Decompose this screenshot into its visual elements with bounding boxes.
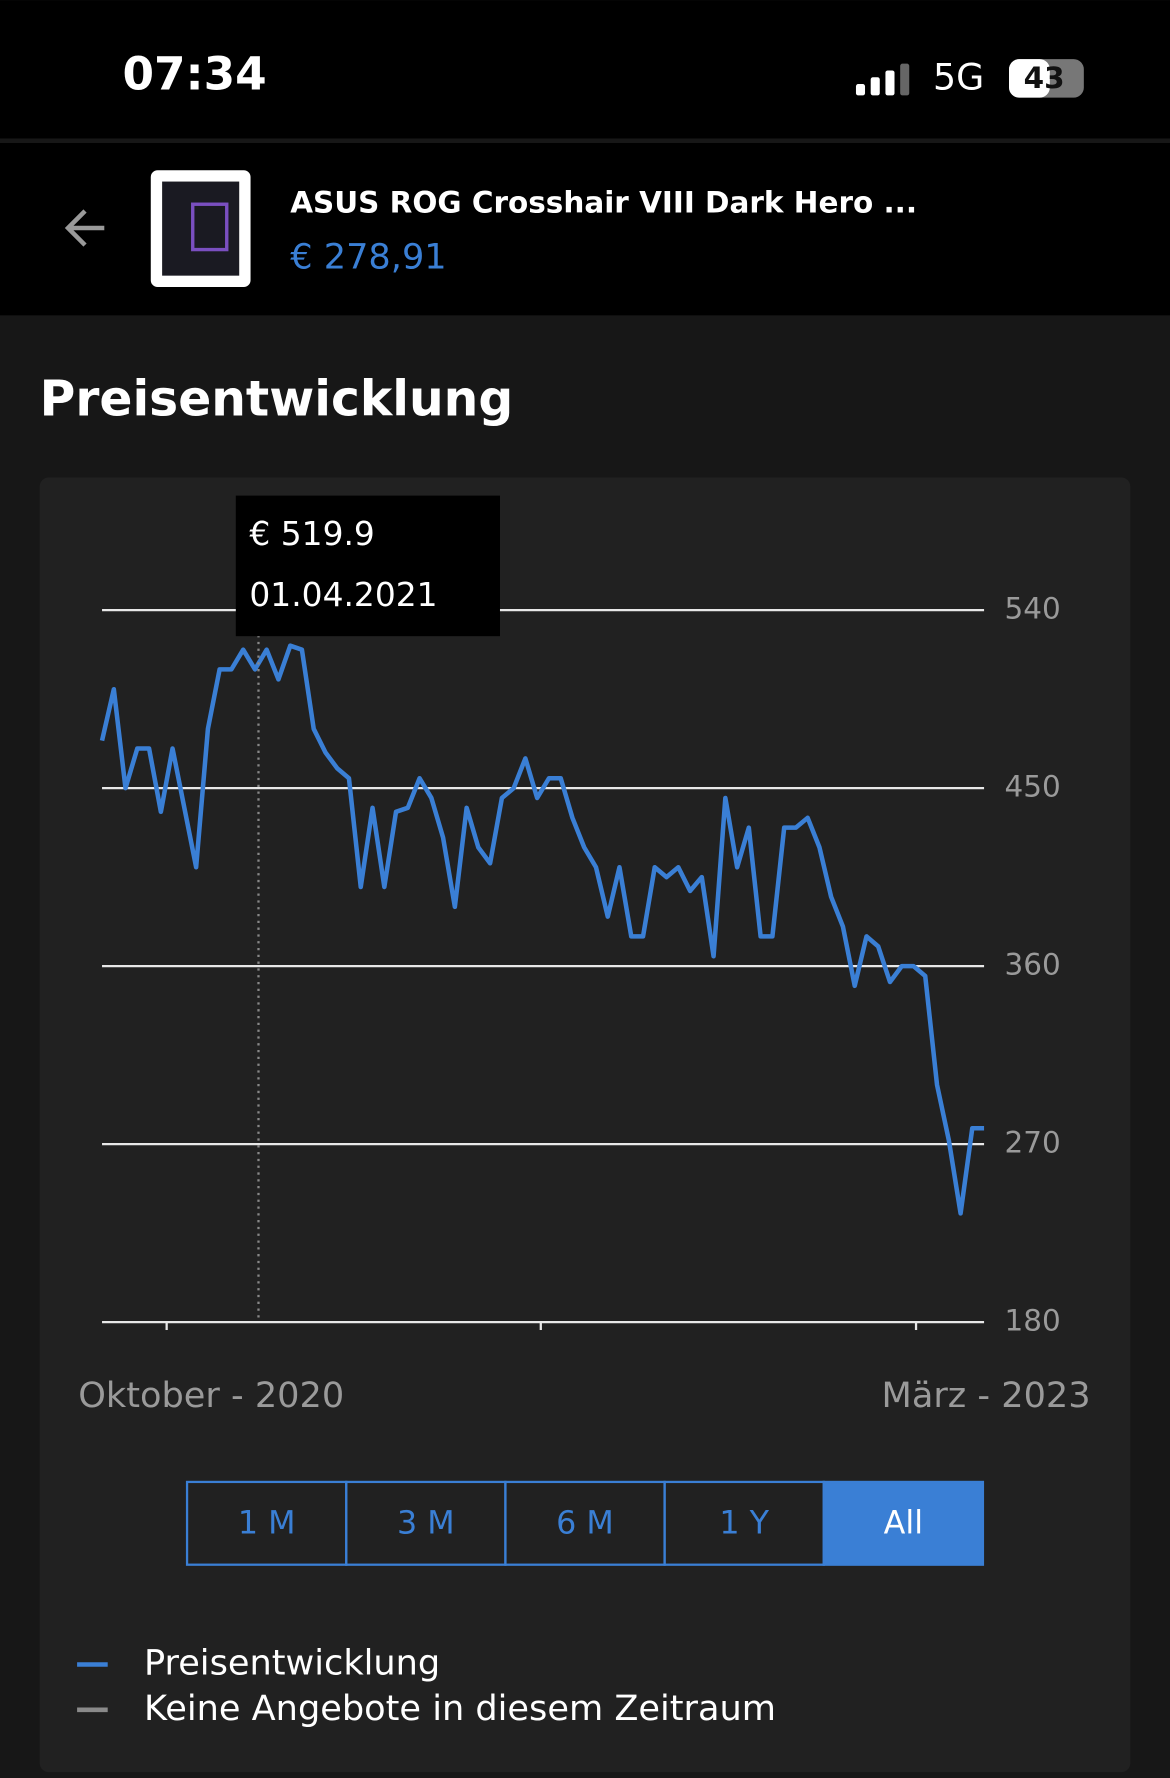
- x-axis-start-label: Oktober - 2020: [78, 1375, 344, 1416]
- legend: Preisentwicklung Keine Angebote in diesem…: [77, 1642, 776, 1729]
- battery: 43: [1024, 61, 1065, 95]
- range-buttons: 1 M 3 M 6 M 1 Y All: [185, 1480, 985, 1566]
- section-title: Preisentwicklung: [40, 372, 514, 428]
- product-title: ASUS ROG Crosshair VIII Dark Hero ...: [290, 186, 917, 220]
- range-button-label[interactable]: 1 Y: [719, 1505, 769, 1541]
- product-price: € 278,91: [290, 237, 446, 278]
- range-button[interactable]: [822, 1480, 985, 1566]
- signal-icon: [855, 63, 910, 96]
- y-tick-label: 360: [1004, 948, 1060, 982]
- plot: 180 270 360 450 540: [99, 592, 1061, 1338]
- tooltip: [235, 495, 500, 637]
- battery-level: [1009, 59, 1050, 98]
- y-tick-label: 180: [1004, 1304, 1060, 1338]
- status-bar: [0, 0, 1170, 139]
- thumbnail-detail: [191, 202, 229, 252]
- y-tick-label: 450: [1004, 770, 1060, 804]
- chart-card: [39, 477, 1131, 1773]
- range-button-label[interactable]: 6 M: [556, 1505, 614, 1541]
- tooltip-date: 01.04.2021: [249, 575, 437, 614]
- y-tick-label: 270: [1004, 1126, 1060, 1160]
- legend-label: Preisentwicklung: [144, 1642, 440, 1683]
- range-button-label[interactable]: All: [884, 1505, 923, 1541]
- back-button[interactable]: [64, 209, 105, 247]
- time: 07:34: [122, 48, 266, 101]
- tooltip-value: € 519.9: [249, 514, 374, 553]
- legend-label: Keine Angebote in diesem Zeitraum: [144, 1688, 776, 1729]
- price-line: [99, 643, 985, 1216]
- network: 5G: [933, 56, 984, 99]
- y-tick-label: 540: [1004, 592, 1060, 626]
- range-button-label[interactable]: 3 M: [397, 1505, 455, 1541]
- x-axis-end-label: März - 2023: [882, 1375, 1091, 1416]
- range-button-label[interactable]: 1 M: [238, 1505, 296, 1541]
